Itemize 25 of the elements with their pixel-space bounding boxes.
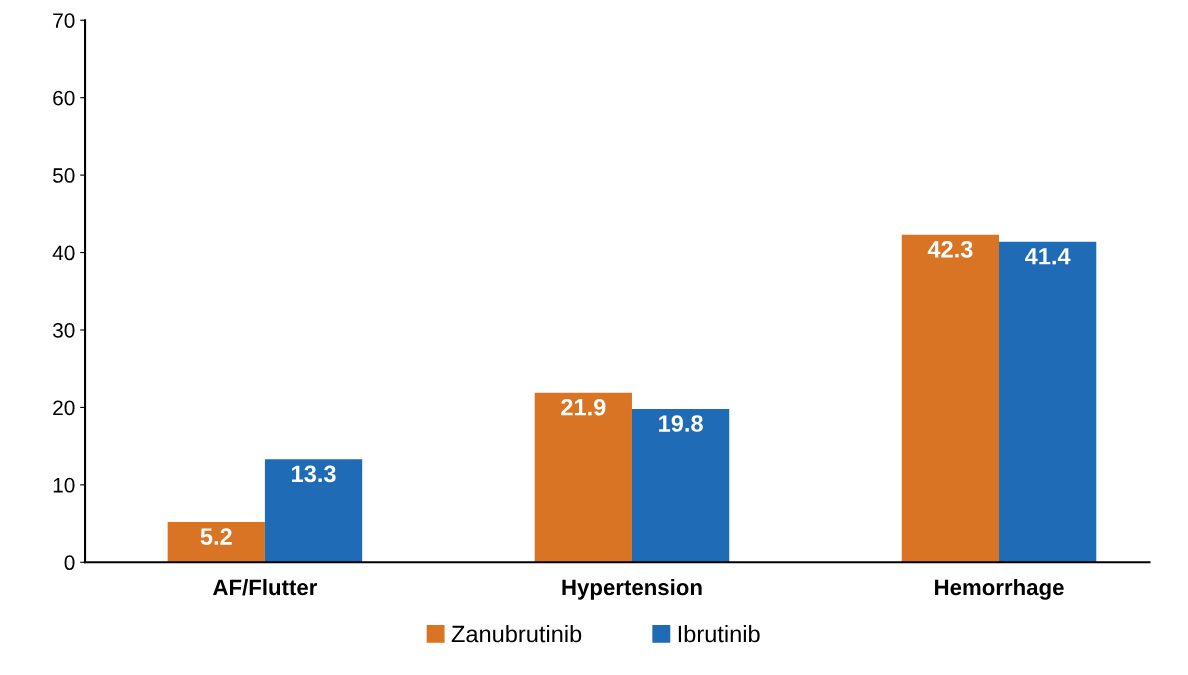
y-tick-label: 10 [53,477,75,493]
data-label: 41.4 [1025,248,1071,265]
bar [999,241,1097,563]
data-label: 13.3 [292,465,336,483]
y-tick-label: 60 [53,90,75,106]
y-tick-label: 20 [53,400,75,416]
y-tick-label: 40 [52,245,75,261]
legend-label: Ibrutinib [678,624,760,643]
data-label: 19.8 [659,415,703,432]
x-tick-label: Hypertension [562,578,702,600]
bar [167,522,265,563]
x-tick-label: AF/Flutter [213,578,318,596]
bar [534,392,632,563]
y-tick-label: 50 [53,168,75,183]
bar [901,234,1000,563]
y-tick-label: 0 [64,555,75,571]
y-tick-label: 70 [53,13,75,28]
data-label: 21.9 [561,398,606,416]
x-tick-label: Hemorrhage [935,578,1064,600]
bar [264,459,363,563]
legend-label: Zanubrutinib [451,624,582,643]
bar [631,408,730,563]
y-tick-label: 30 [52,322,75,338]
data-label: 5.2 [200,528,232,545]
data-label: 42.3 [927,240,973,258]
